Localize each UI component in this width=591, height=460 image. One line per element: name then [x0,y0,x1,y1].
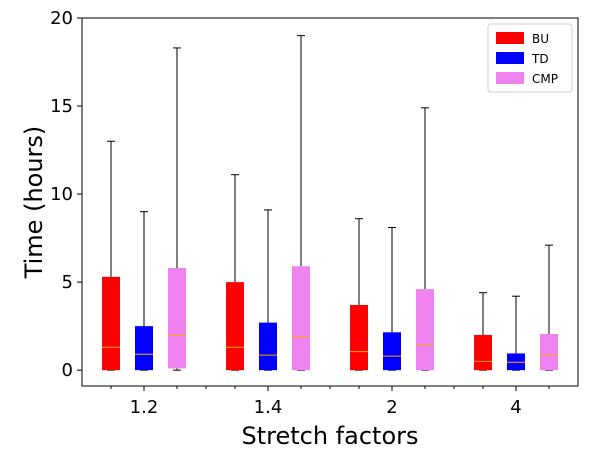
box-cmp-1.4 [292,35,310,371]
y-axis: 0 5 10 15 20 [50,8,82,381]
box-td-2 [383,227,401,371]
box-body [135,326,153,371]
y-tick-label: 5 [62,272,73,293]
y-tick-label: 20 [50,8,73,29]
box-body [226,282,244,371]
box-body [259,322,277,371]
x-axis-title: Stretch factors [241,422,418,450]
x-tick-label: 1.2 [130,397,159,418]
x-axis: 1.2 1.4 2 4 [110,386,550,418]
box-bu-4 [474,292,492,371]
x-tick-label: 2 [386,397,397,418]
legend-swatch-cmp [496,72,524,84]
legend-swatch-td [496,52,524,64]
box-bu-1.4 [226,174,244,371]
box-body [292,266,310,371]
legend: BU TD CMP [487,23,573,93]
box-bu-2 [350,218,368,371]
box-body [383,332,401,371]
box-body [474,334,492,371]
box-body [168,268,186,369]
x-tick-label: 4 [510,397,521,418]
y-tick-label: 0 [62,360,73,381]
plot-area [102,35,558,371]
box-body [102,276,120,371]
legend-label-bu: BU [532,32,549,46]
box-body [416,289,434,371]
box-td-4 [507,295,525,371]
box-cmp-1.2 [168,47,186,371]
box-cmp-2 [416,107,434,371]
box-body [540,334,558,371]
box-bu-1.2 [102,140,120,371]
legend-swatch-bu [496,32,524,44]
box-td-1.2 [135,211,153,371]
legend-label-td: TD [531,52,549,66]
y-tick-label: 15 [50,96,73,117]
box-td-1.4 [259,209,277,371]
y-axis-title: Time (hours) [20,126,48,280]
x-tick-label: 1.4 [254,397,283,418]
box-cmp-4 [540,244,558,371]
legend-label-cmp: CMP [532,72,558,86]
box-body [350,305,368,371]
y-tick-label: 10 [50,184,73,205]
